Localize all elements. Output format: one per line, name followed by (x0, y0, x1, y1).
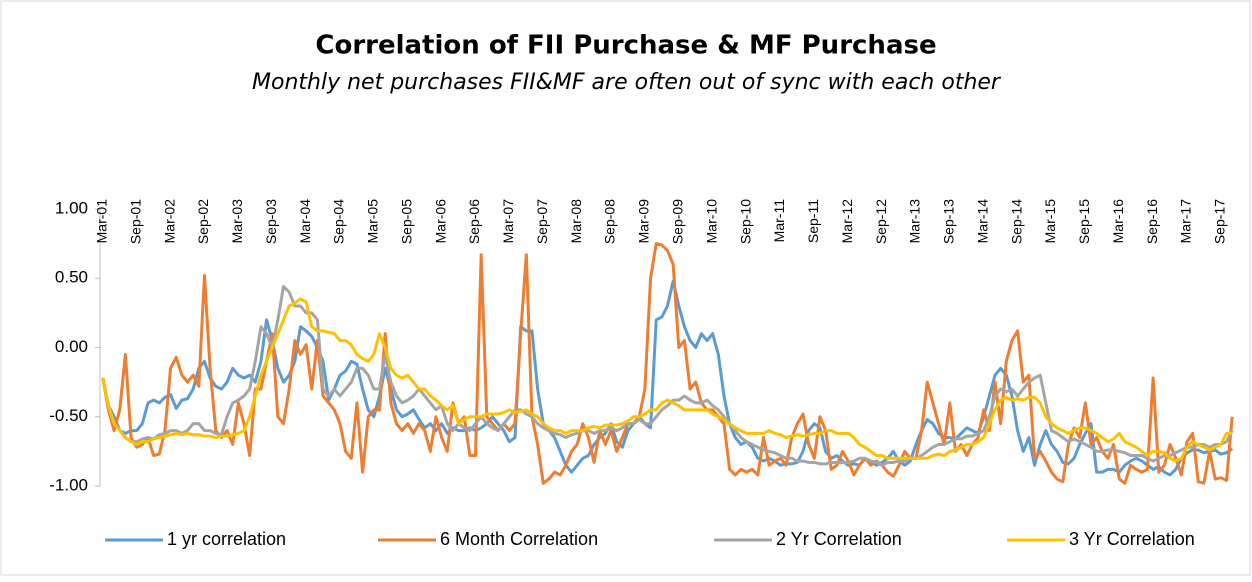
x-tick-label: Mar-11 (771, 199, 787, 243)
x-tick-label: Sep-16 (1144, 199, 1160, 244)
series-line (101, 285, 1234, 467)
x-tick-label: Mar-02 (161, 199, 177, 244)
series-line (101, 242, 1234, 485)
legend-label: 2 Yr Correlation (776, 529, 902, 549)
x-tick-label: Sep-13 (941, 199, 957, 244)
x-tick-label: Mar-09 (636, 199, 652, 244)
x-tick-label: Sep-11 (805, 199, 821, 243)
y-tick-label: 0.00 (55, 337, 88, 356)
x-tick-label: Sep-02 (195, 199, 211, 244)
series-line (101, 297, 1233, 463)
x-tick-label: Sep-17 (1212, 199, 1228, 244)
x-tick-label: Sep-15 (1076, 199, 1092, 244)
x-tick-label: Mar-13 (907, 199, 923, 244)
x-tick-label: Mar-04 (297, 199, 313, 244)
x-tick-label: Mar-10 (703, 199, 719, 244)
x-tick-label: Mar-12 (839, 199, 855, 244)
x-tick-label: Sep-12 (873, 199, 889, 244)
x-tick-label: Mar-16 (1110, 199, 1126, 244)
x-tick-label: Sep-07 (534, 199, 550, 244)
y-tick-label: 0.50 (55, 268, 88, 287)
x-tick-label: Mar-05 (365, 199, 381, 244)
x-tick-label: Mar-01 (94, 199, 110, 244)
x-tick-label: Mar-14 (974, 199, 990, 244)
x-tick-label: Mar-15 (1042, 199, 1058, 244)
x-tick-label: Sep-04 (331, 199, 347, 244)
y-tick-label: -1.00 (49, 475, 88, 494)
x-tick-label: Mar-06 (432, 199, 448, 244)
x-tick-label: Mar-08 (568, 199, 584, 244)
y-tick-label: -0.50 (49, 406, 88, 425)
x-tick-label: Sep-10 (737, 199, 753, 244)
legend-label: 6 Month Correlation (440, 529, 598, 549)
x-tick-label: Sep-01 (127, 199, 143, 244)
x-tick-label: Sep-09 (669, 199, 685, 244)
legend-label: 1 yr correlation (167, 529, 286, 549)
x-tick-label: Sep-08 (602, 199, 618, 244)
x-tick-label: Mar-07 (500, 199, 516, 244)
legend-label: 3 Yr Correlation (1069, 529, 1195, 549)
chart-subtitle: Monthly net purchases FII&MF are often o… (252, 70, 1002, 95)
y-tick-label: 1.00 (55, 198, 88, 217)
chart-title: Correlation of FII Purchase & MF Purchas… (315, 31, 936, 61)
x-tick-label: Mar-17 (1178, 199, 1194, 244)
x-tick-label: Sep-14 (1008, 199, 1024, 244)
x-tick-label: Mar-03 (229, 199, 245, 244)
x-tick-label: Sep-05 (398, 199, 414, 244)
x-tick-label: Sep-06 (466, 199, 482, 244)
x-tick-label: Sep-03 (263, 199, 279, 244)
